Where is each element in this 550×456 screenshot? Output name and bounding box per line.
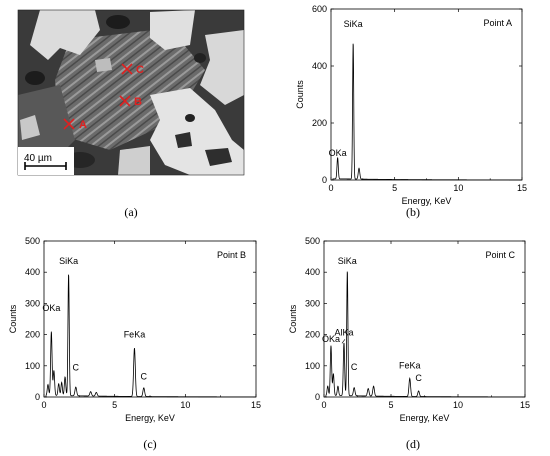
sem-micrograph: A B C 40 µm [17,9,245,176]
panel-label-a: (a) [124,205,138,219]
y-tick-label: 200 [312,118,327,128]
y-tick-label: 200 [305,330,320,340]
panel-label-c: (c) [143,437,157,451]
eds-spectrum-point-b: 0 5 10 15 0 100 200 300 400 500 Energy, KeV Counts P… [8,236,261,423]
eds-spectrum-point-a: 0 5 10 15 0 200 400 600 Energy, KeV Counts Point A… [295,4,527,206]
peak-label: C [415,373,422,383]
y-tick-label: 300 [25,298,40,308]
point-label-a: A [79,119,87,131]
y-tick-label: 400 [25,267,40,277]
panel-annotation: Point C [485,250,515,260]
scale-bar-label: 40 µm [24,153,52,164]
point-marker-a: A [63,118,87,131]
y-tick-label: 400 [312,61,327,71]
y-axis-label: Counts [288,304,298,333]
panel-label-d: (d) [406,437,420,451]
x-tick-label: 0 [41,400,46,410]
panel-annotation: Point B [217,250,246,260]
point-marker-c: C [121,63,144,76]
peak-label: C [351,362,358,372]
peak-label: OKa [329,148,347,158]
x-tick-label: 15 [517,183,527,193]
x-tick-label: 15 [251,400,261,410]
x-tick-label: 10 [453,183,463,193]
y-tick-label: 300 [305,298,320,308]
peak-label: FeKa [399,360,421,370]
x-tick-label: 5 [388,400,393,410]
y-tick-label: 600 [312,4,327,14]
point-label-c: C [136,64,144,76]
y-tick-label: 500 [25,236,40,246]
y-axis-label: Counts [8,304,18,333]
y-tick-label: 100 [305,361,320,371]
spectrum-line [324,271,526,398]
peak-label: OKa [322,334,340,344]
x-tick-label: 5 [392,183,397,193]
peak-label: C [141,371,148,381]
peak-label: C [73,363,80,373]
peak-label: SiKa [344,19,363,29]
y-tick-label: 0 [35,392,40,402]
scale-bar: 40 µm [18,147,74,175]
x-tick-label: 0 [328,183,333,193]
panel-label-b: (b) [406,205,420,219]
x-axis-label: Energy, KeV [125,413,175,423]
y-tick-label: 100 [25,361,40,371]
eds-spectrum-point-c: 0 5 10 15 0 100 200 300 400 500 Energy, KeV Counts P… [288,236,530,423]
y-tick-label: 500 [305,236,320,246]
x-tick-label: 5 [112,400,117,410]
y-tick-label: 200 [25,330,40,340]
y-tick-label: 0 [322,175,327,185]
peak-label: FeKa [124,329,146,339]
x-tick-label: 10 [180,400,190,410]
x-axis-label: Energy, KeV [400,413,450,423]
alka-leader-line [341,339,346,344]
x-tick-label: 0 [321,400,326,410]
y-tick-label: 400 [305,267,320,277]
point-label-b: B [134,96,142,108]
panel-annotation: Point A [483,18,512,28]
spectrum-line [331,43,522,181]
peak-label: SiKa [338,256,357,266]
spectrum-line [44,274,257,398]
x-axis-label: Energy, KeV [402,196,452,206]
x-tick-label: 10 [453,400,463,410]
peak-label: SiKa [59,256,78,266]
plot-frame [330,8,523,181]
y-tick-label: 0 [315,392,320,402]
peak-label: AlKa [334,328,353,338]
y-axis-label: Counts [295,80,305,109]
x-tick-label: 15 [520,400,530,410]
point-marker-b: B [119,95,142,108]
peak-label: OKa [42,303,60,313]
